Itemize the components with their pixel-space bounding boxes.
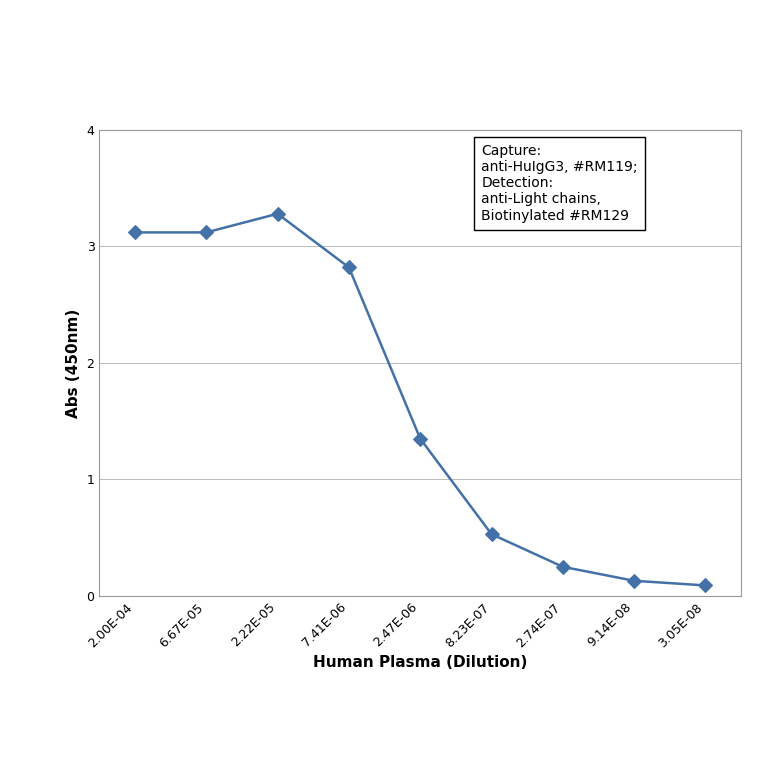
X-axis label: Human Plasma (Dilution): Human Plasma (Dilution) [313, 656, 527, 670]
Y-axis label: Abs (450nm): Abs (450nm) [66, 309, 81, 417]
Text: Capture:
anti-HuIgG3, #RM119;
Detection:
anti-Light chains,
Biotinylated #RM129: Capture: anti-HuIgG3, #RM119; Detection:… [481, 144, 638, 222]
